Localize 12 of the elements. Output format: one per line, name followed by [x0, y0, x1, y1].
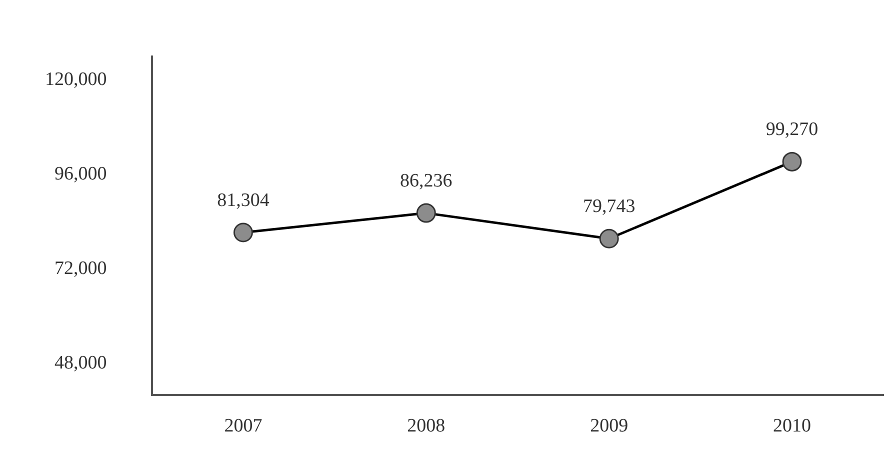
x-tick-label: 2010 [773, 416, 812, 437]
y-tick-label: 72,000 [54, 258, 107, 280]
x-tick-label: 2009 [590, 416, 628, 437]
data-label: 99,270 [766, 119, 818, 140]
y-tick-label: 120,000 [45, 69, 107, 90]
data-label: 81,304 [217, 190, 270, 211]
x-tick-label: 2008 [407, 416, 446, 437]
data-label: 86,236 [400, 170, 452, 192]
y-tick-label: 48,000 [54, 352, 107, 374]
y-tick-label: 96,000 [54, 164, 107, 185]
data-label: 79,743 [582, 196, 636, 218]
x-tick-label: 2007 [224, 416, 262, 437]
